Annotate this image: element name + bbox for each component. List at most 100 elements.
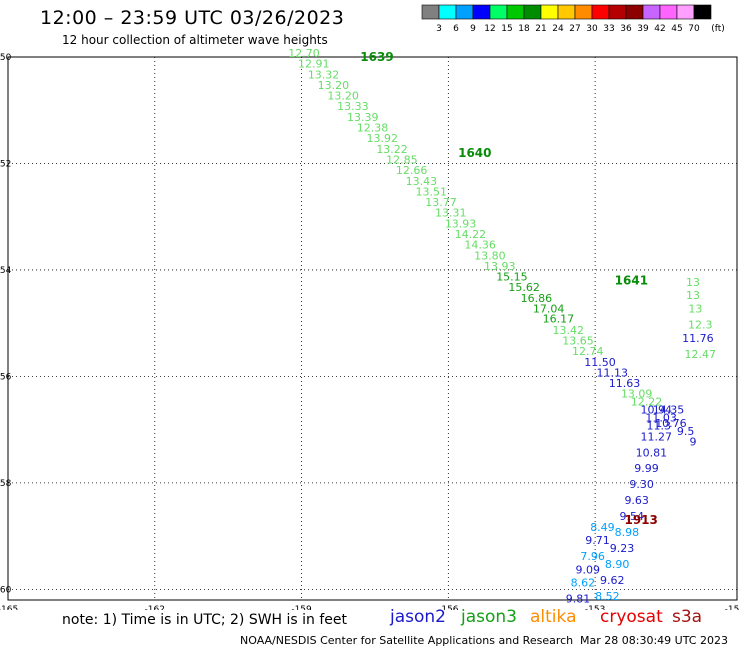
wave-height-value: 16.86 <box>521 292 553 305</box>
wave-height-value: 11.13 <box>596 366 628 379</box>
wave-height-value: 11.03 <box>645 412 677 425</box>
colorbar-unit: (ft) <box>711 24 725 34</box>
wave-height-colorbar: 3 6 9 12 15 18 21 24 27 30 33 36 39 42 45 70 (ft) <box>421 4 725 34</box>
wave-height-value: 14.36 <box>464 239 496 252</box>
wave-height-value: 9.63 <box>624 494 649 507</box>
wave-height-value: 11.50 <box>584 356 616 369</box>
wave-height-value: 16.17 <box>543 313 575 326</box>
altimeter-map: -50-52-54-56-58-60-165-162-159-156-153-1… <box>0 47 740 610</box>
track-label: 1913 <box>624 513 657 527</box>
wave-height-value: 9.30 <box>629 478 654 491</box>
colorbar-label: 45 <box>671 24 682 34</box>
colorbar-label: 70 <box>688 24 700 34</box>
wave-height-value: 13 <box>688 303 702 316</box>
wave-height-value: 13.65 <box>562 334 594 347</box>
wave-height-value: 11.27 <box>641 430 673 443</box>
wave-height-value: 8.98 <box>615 526 640 539</box>
colorbar-label: 27 <box>569 24 580 34</box>
wave-height-value: 8.62 <box>571 577 596 590</box>
wave-height-value: 14.35 <box>653 404 685 417</box>
wave-height-value: 11.3 <box>646 420 671 433</box>
wave-height-value: 10.94 <box>641 404 673 417</box>
wave-height-value: 12.91 <box>298 58 330 71</box>
wave-height-value: 12.3 <box>688 319 713 332</box>
wave-height-value: 12.38 <box>357 122 389 135</box>
wave-height-value: 9.23 <box>610 542 635 555</box>
wave-height-value: 13.39 <box>347 111 379 124</box>
colorbar-label: 36 <box>620 24 632 34</box>
wave-height-value: 10.81 <box>636 446 668 459</box>
map-frame <box>7 56 738 601</box>
wave-height-value: 8.90 <box>605 558 630 571</box>
page-title: 12:00 – 23:59 UTC 03/26/2023 <box>40 7 345 29</box>
wave-height-value: 9 <box>689 436 696 449</box>
wave-height-value: 14.22 <box>455 228 487 241</box>
lon-tick-label: -162 <box>145 605 165 610</box>
wave-height-value: 9.62 <box>600 574 625 587</box>
wave-height-value: 7.96 <box>580 550 605 563</box>
lon-tick-label: -159 <box>291 605 312 610</box>
wave-height-value: 8.49 <box>590 521 615 534</box>
lat-tick-label: -52 <box>0 159 11 169</box>
wave-height-value: 13.77 <box>425 196 457 209</box>
wave-height-value: 13 <box>686 289 700 302</box>
footer-note: note: 1) Time is in UTC; 2) SWH is in fe… <box>62 612 348 628</box>
wave-height-value: 9.5 <box>677 425 695 438</box>
wave-height-value: 15.15 <box>496 271 528 284</box>
wave-height-value: 13.20 <box>318 79 350 92</box>
track-label: 1639 <box>360 50 393 64</box>
lon-tick-label: -156 <box>438 605 459 610</box>
track-label: 1640 <box>458 146 491 160</box>
wave-height-value: 9.54 <box>620 510 645 523</box>
colorbar-label: 21 <box>535 24 546 34</box>
wave-height-value: 13.43 <box>406 175 438 188</box>
credit-text: NOAA/NESDIS Center for Satellite Applica… <box>240 634 574 647</box>
wave-height-value: 13.80 <box>474 249 506 262</box>
colorbar-label: 18 <box>518 24 530 34</box>
lon-tick-label: -165 <box>0 605 18 610</box>
lat-tick-label: -50 <box>0 53 12 63</box>
colorbar-label: 39 <box>637 24 649 34</box>
wave-height-value: 13 <box>686 276 700 289</box>
wave-height-value: 9.71 <box>585 534 610 547</box>
wave-height-value: 17.04 <box>533 303 565 316</box>
colorbar-label: 3 <box>436 24 442 34</box>
legend-jason2: jason2 <box>390 607 446 627</box>
lat-tick-label: -54 <box>0 266 12 276</box>
lat-tick-label: -60 <box>0 585 12 595</box>
wave-height-value: 9.81 <box>566 593 591 606</box>
wave-height-value: 11.63 <box>609 377 641 390</box>
lat-tick-label: -56 <box>0 372 12 382</box>
colorbar-label: 33 <box>603 24 614 34</box>
legend-jason3: jason3 <box>461 607 517 627</box>
wave-height-value: 13.92 <box>367 132 399 145</box>
colorbar-label: 12 <box>484 24 495 34</box>
lat-tick-label: -58 <box>0 479 12 489</box>
lon-tick-label: -15 <box>725 605 740 610</box>
wave-height-value: 12.66 <box>396 164 428 177</box>
page-subtitle: 12 hour collection of altimeter wave hei… <box>62 33 328 47</box>
colorbar-label: 42 <box>654 24 665 34</box>
wave-height-value: 13.93 <box>445 217 477 230</box>
wave-height-value: 13.22 <box>376 143 408 156</box>
wave-height-value: 15.62 <box>508 281 540 294</box>
colorbar-label: 30 <box>586 24 598 34</box>
wave-height-value: 13.20 <box>327 90 359 103</box>
colorbar-label: 15 <box>501 24 512 34</box>
colorbar-label: 9 <box>470 24 476 34</box>
legend-s3a: s3a <box>672 607 703 627</box>
wave-height-value: 8.52 <box>595 590 620 603</box>
colorbar-label: 24 <box>552 24 564 34</box>
wave-height-value: 10.76 <box>655 417 687 430</box>
colorbar-swatch <box>693 4 712 20</box>
wave-height-value: 13.33 <box>337 100 369 113</box>
wave-height-value: 13.09 <box>621 388 653 401</box>
wave-height-value: 13.93 <box>484 260 516 273</box>
wave-height-value: 12.70 <box>288 47 320 60</box>
wave-height-value: 12.22 <box>631 396 663 409</box>
generated-timestamp: Mar 28 08:30:49 UTC 2023 <box>580 634 728 647</box>
legend-cryosat: cryosat <box>600 607 663 627</box>
legend-altika: altika <box>530 607 577 627</box>
track-label: 1641 <box>615 274 648 288</box>
lon-tick-label: -153 <box>585 605 605 610</box>
